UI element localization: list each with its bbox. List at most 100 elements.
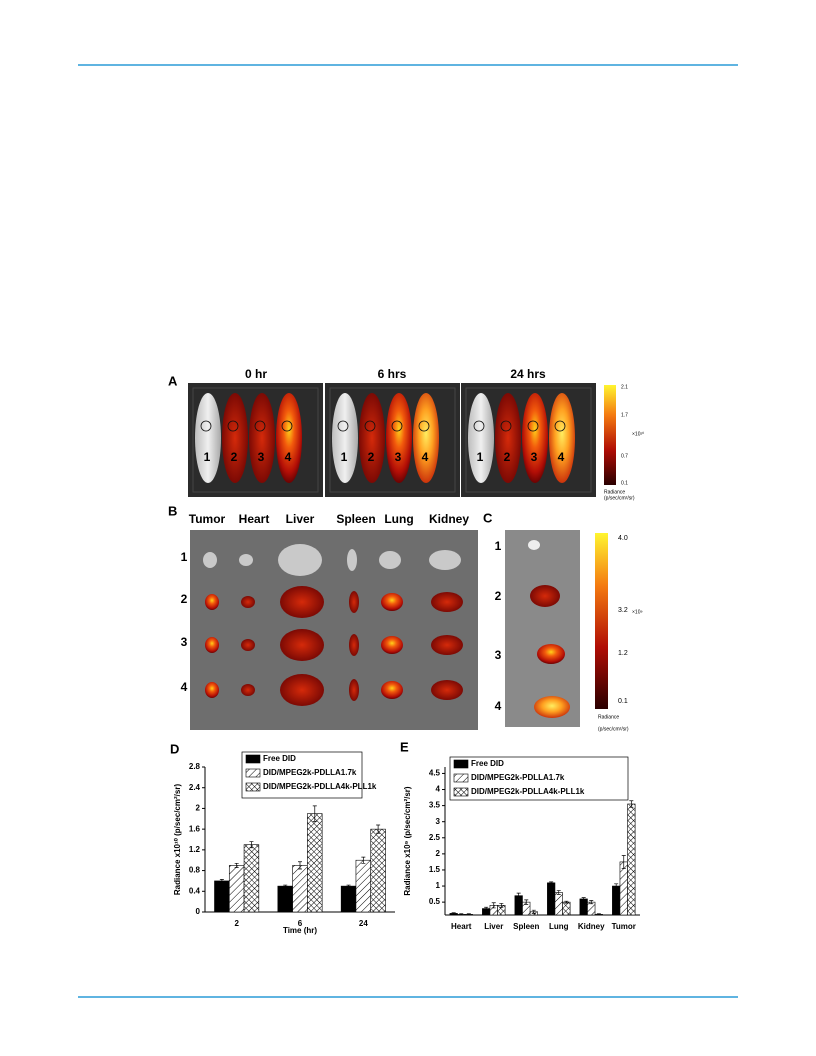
error-bar bbox=[556, 890, 561, 895]
colorbar-tick: 0.1 bbox=[621, 480, 628, 486]
error-bar bbox=[629, 800, 634, 808]
y-tick-label: 4.5 bbox=[429, 769, 441, 778]
y-tick-label: 2.5 bbox=[429, 833, 441, 842]
error-bar bbox=[524, 899, 529, 905]
bar bbox=[370, 828, 386, 913]
organ-header: Liver bbox=[286, 512, 315, 526]
x-tick-label: 2 bbox=[234, 919, 239, 928]
error-bar bbox=[451, 912, 456, 915]
y-tick-label: 4 bbox=[436, 785, 441, 794]
organ bbox=[278, 544, 322, 576]
roi bbox=[500, 420, 512, 432]
y-tick-label: 0.4 bbox=[189, 886, 201, 895]
organ-header: Lung bbox=[384, 512, 413, 526]
colorbar-tick: 3.2 bbox=[618, 607, 628, 614]
mouse bbox=[332, 393, 358, 483]
organ bbox=[205, 682, 219, 698]
mouse-label: 3 bbox=[258, 450, 265, 464]
legend-label: Free DID bbox=[471, 759, 504, 768]
mouse-label: 2 bbox=[231, 450, 238, 464]
roi bbox=[391, 420, 403, 432]
organ bbox=[241, 639, 255, 651]
mouse bbox=[195, 393, 221, 483]
mouse-label: 4 bbox=[285, 450, 292, 464]
organ bbox=[349, 634, 359, 656]
y-tick-label: 2.8 bbox=[189, 762, 201, 771]
error-bar bbox=[298, 861, 302, 870]
organ bbox=[379, 551, 401, 569]
colorbar-unit: ×10⁹ bbox=[632, 609, 643, 615]
colorbar-tick: 2.1 bbox=[621, 384, 628, 390]
organ bbox=[349, 591, 359, 613]
error-bar bbox=[516, 892, 521, 899]
mouse bbox=[495, 393, 521, 483]
organ bbox=[381, 681, 403, 699]
mouse bbox=[413, 393, 439, 483]
colorbar-subtitle: (p/sec/cm²/sr) bbox=[598, 726, 629, 732]
legend bbox=[241, 751, 363, 799]
bar bbox=[243, 844, 260, 913]
mouse bbox=[222, 393, 248, 483]
legend-label: DID/MPEG2k-PDLLA4k-PLL1k bbox=[471, 787, 585, 796]
organ bbox=[431, 635, 463, 655]
colorbar-tick: 0.1 bbox=[618, 698, 628, 705]
panel-label: D bbox=[170, 741, 179, 756]
mouse bbox=[549, 393, 575, 483]
roi bbox=[227, 420, 239, 432]
organ-header: Heart bbox=[239, 512, 270, 526]
mouse-label: 1 bbox=[477, 450, 484, 464]
legend-swatch bbox=[453, 773, 469, 783]
y-tick-label: 1.6 bbox=[189, 824, 201, 833]
x-tick-label: Tumor bbox=[612, 922, 636, 931]
legend-swatch bbox=[245, 782, 261, 792]
timepoint: 24 hrs bbox=[510, 367, 546, 381]
row-label: 3 bbox=[181, 635, 188, 649]
organ bbox=[205, 594, 219, 610]
organ bbox=[347, 549, 357, 571]
row-label: 3 bbox=[495, 648, 502, 662]
photo-tray bbox=[465, 387, 592, 493]
error-bar bbox=[491, 902, 496, 909]
error-bar bbox=[531, 909, 536, 914]
colorbar bbox=[595, 533, 608, 709]
legend-label: DID/MPEG2k-PDLLA1.7k bbox=[263, 768, 357, 777]
bar bbox=[619, 861, 628, 916]
colorbar-unit: ×10¹⁰ bbox=[632, 431, 644, 437]
bar bbox=[340, 885, 357, 913]
mouse bbox=[468, 393, 494, 483]
error-bar bbox=[376, 824, 381, 834]
timepoint: 6 hrs bbox=[378, 367, 407, 381]
error-bar bbox=[346, 884, 351, 888]
y-tick-label: 1.5 bbox=[429, 865, 441, 874]
roi bbox=[554, 420, 566, 432]
bar bbox=[547, 882, 556, 916]
x-axis-title: Time (hr) bbox=[283, 926, 317, 935]
legend bbox=[449, 756, 629, 801]
chart: D 0 0.4 0.8 1.2 1.6 2 2.4 2.8 2 6 24 Free DID DID/MPE… bbox=[170, 741, 395, 935]
panel-c: C 4.0 3.2 ×10⁹ 1.2 0.1 Radiance (p/sec/c… bbox=[483, 510, 643, 732]
organ bbox=[429, 550, 461, 570]
x-tick-label: Spleen bbox=[513, 922, 539, 931]
colorbar-tick: 1.7 bbox=[621, 412, 628, 418]
y-tick-label: 0 bbox=[196, 907, 201, 916]
colorbar-title: Radiance bbox=[598, 714, 619, 720]
roi bbox=[281, 420, 293, 432]
organ bbox=[349, 679, 359, 701]
row-label: 4 bbox=[495, 699, 502, 713]
organ bbox=[239, 554, 253, 566]
legend-label: DID/MPEG2k-PDLLA4k-PLL1k bbox=[263, 782, 377, 791]
organ bbox=[381, 593, 403, 611]
x-tick-label: Lung bbox=[549, 922, 569, 931]
timepoint: 0 hr bbox=[245, 367, 267, 381]
mouse-label: 1 bbox=[204, 450, 211, 464]
mouse-label: 2 bbox=[504, 450, 511, 464]
legend-swatch bbox=[453, 787, 469, 797]
y-tick-label: 2 bbox=[436, 849, 441, 858]
y-tick-label: 3 bbox=[436, 817, 441, 826]
bar bbox=[292, 865, 308, 913]
error-bar bbox=[361, 856, 366, 864]
organ bbox=[431, 680, 463, 700]
roi bbox=[418, 420, 430, 432]
error-bar bbox=[234, 862, 239, 868]
row-label: 1 bbox=[181, 550, 188, 564]
